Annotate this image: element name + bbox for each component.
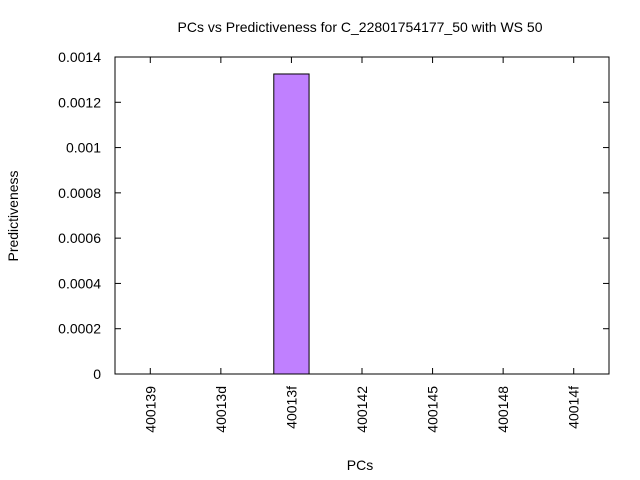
x-tick-label: 40013f — [283, 386, 299, 429]
x-tick-label: 400139 — [142, 386, 158, 433]
x-axis-label: PCs — [347, 457, 373, 473]
y-tick-label: 0.0008 — [58, 185, 101, 201]
x-tick-label: 400148 — [495, 386, 511, 433]
y-tick-label: 0.0012 — [58, 94, 101, 110]
bar-40013f — [273, 73, 310, 375]
x-tick-label: 40014f — [566, 386, 582, 429]
bars-group — [273, 73, 310, 375]
y-tick-label: 0.0006 — [58, 230, 101, 246]
y-tick-label: 0.0002 — [58, 321, 101, 337]
plot-area-frame — [114, 56, 610, 375]
x-tick-label: 400142 — [354, 386, 370, 433]
y-axis: 0 0.0002 0.0004 0.0006 0.0008 0.001 0.0012 0.00… — [58, 49, 609, 382]
x-axis: 400139 40013d 40013f 400142 400145 400148 4001… — [142, 57, 582, 433]
y-tick-label: 0.0014 — [58, 49, 101, 65]
x-tick-label: 400145 — [425, 386, 441, 433]
chart-title: PCs vs Predictiveness for C_22801754177_… — [178, 19, 543, 35]
x-tick-label: 40013d — [213, 386, 229, 433]
y-tick-label: 0.001 — [66, 140, 101, 156]
y-tick-label: 0.0004 — [58, 275, 101, 291]
y-tick-label: 0 — [93, 366, 101, 382]
y-axis-label: Predictiveness — [5, 170, 21, 261]
